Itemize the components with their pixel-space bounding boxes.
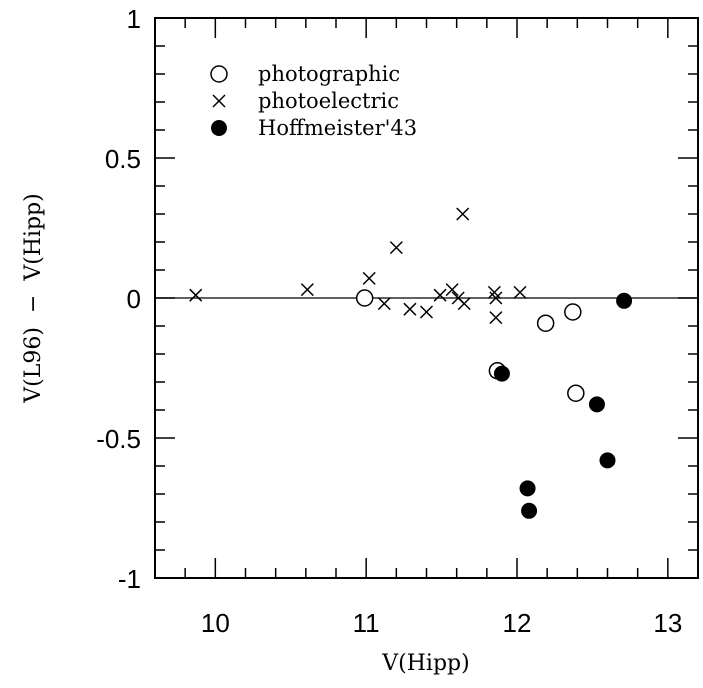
legend-label-photographic: photographic [258,62,400,86]
point-photoelectric [300,283,314,297]
point-photoelectric [377,297,391,311]
y-tick-label: 0 [127,284,141,314]
y-tick-label: -0.5 [96,424,141,454]
legend: photographic photoelectric Hoffmeister'4… [210,62,417,140]
point-photoelectric [189,288,203,302]
y-tick-label: 0.5 [105,144,141,174]
x-tick-label: 13 [653,608,682,638]
point-photographic [355,289,374,307]
point-hoffmeister [521,502,538,519]
x-axis-title: V(Hipp) [381,651,469,676]
point-photoelectric [419,305,434,319]
point-photoelectric [362,271,376,285]
y-axis-title: V(L96) − V(Hipp) [21,193,46,404]
x-tick-label: 10 [201,608,230,638]
axis-ticks [154,17,699,579]
point-photoelectric [389,241,403,255]
legend-label-hoffmeister: Hoffmeister'43 [258,116,417,140]
point-photoelectric [456,207,470,221]
point-hoffmeister [588,396,605,413]
point-hoffmeister [599,452,616,469]
legend-label-photoelectric: photoelectric [258,89,399,113]
x-tick-label: 12 [503,608,532,638]
point-photographic [564,303,582,321]
legend-marker-photoelectric [212,94,226,108]
x-tick-label: 11 [353,608,380,638]
point-photographic [567,384,585,402]
point-photoelectric [445,283,459,297]
tick-labels: 10 11 12 13 -1 -0.5 0 0.5 1 [96,4,682,638]
point-photoelectric [489,311,503,325]
point-hoffmeister [616,292,633,309]
point-photoelectric [489,291,503,305]
y-tick-label: -1 [118,564,141,594]
legend-marker-hoffmeister [211,120,227,136]
point-photoelectric [433,288,447,302]
point-photoelectric [457,297,471,311]
point-hoffmeister [493,365,510,382]
point-photoelectric [403,302,417,316]
point-photoelectric [513,285,527,299]
y-tick-label: 1 [127,4,141,34]
data-points [189,207,633,519]
point-hoffmeister [519,480,536,497]
point-photographic [536,314,555,332]
legend-marker-photographic [210,65,228,83]
